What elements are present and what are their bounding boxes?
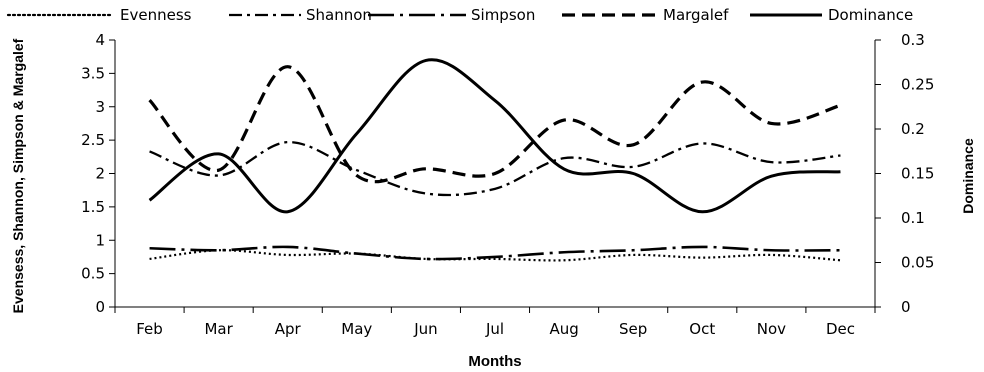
legend-label-simpson: Simpson [471,6,535,24]
series-line-dominance [148,58,841,214]
x-tick-label: Jul [485,320,504,338]
legend-label-evenness: Evenness [120,6,192,24]
right-y-tick-label: 0.1 [901,209,925,227]
right-y-tick-label: 0.15 [901,165,934,183]
x-tick-label: Nov [757,320,786,338]
x-tick-label: Sep [619,320,647,338]
left-y-tick-label: 3 [95,98,105,116]
plot-area [148,58,841,262]
right-y-tick-label: 0.05 [901,254,934,272]
left-y-tick-label: 1.5 [81,198,105,216]
x-tick-label: Oct [689,320,715,338]
legend: Evenness Shannon Simpson Margalef Dominance [6,6,913,24]
x-tick-label: Feb [136,320,163,338]
legend-label-shannon: Shannon [306,6,372,24]
x-tick-label: Aug [549,320,578,338]
left-y-tick-label: 2 [95,165,105,183]
left-y-tick-label: 0.5 [81,265,105,283]
right-y-tick-label: 0 [901,298,911,316]
left-y-axis-title: Evensess, Shannon, Simpson & Margalef [10,38,26,313]
legend-label-margalef: Margalef [663,6,729,24]
legend-label-dominance: Dominance [828,6,913,24]
tick-labels: 0 0.5 1 1.5 2 2.5 3 3.5 4 0 0.05 0.1 0.15 0.2 0.25 0.3 F… [81,31,934,338]
left-y-tick-label: 4 [95,31,105,49]
x-tick-label: May [341,320,372,338]
right-y-tick-label: 0.25 [901,76,934,94]
x-axis-title: Months [468,353,521,370]
series-line-shannon [149,140,841,197]
left-y-tick-label: 1 [95,231,105,249]
x-tick-label: Dec [826,320,855,338]
x-tick-label: Apr [275,320,302,338]
right-y-axis-title: Dominance [960,138,976,214]
x-tick-label: Jun [413,320,437,338]
left-y-tick-label: 0 [95,298,105,316]
series-line-simpson [149,245,841,261]
series-line-margalef [148,65,841,184]
series-line-evenness [149,249,841,262]
left-y-tick-label: 2.5 [81,131,105,149]
right-y-tick-label: 0.3 [901,31,925,49]
x-tick-label: Mar [204,320,233,338]
right-y-tick-label: 0.2 [901,120,925,138]
left-y-tick-label: 3.5 [81,64,105,82]
axes [109,39,881,313]
